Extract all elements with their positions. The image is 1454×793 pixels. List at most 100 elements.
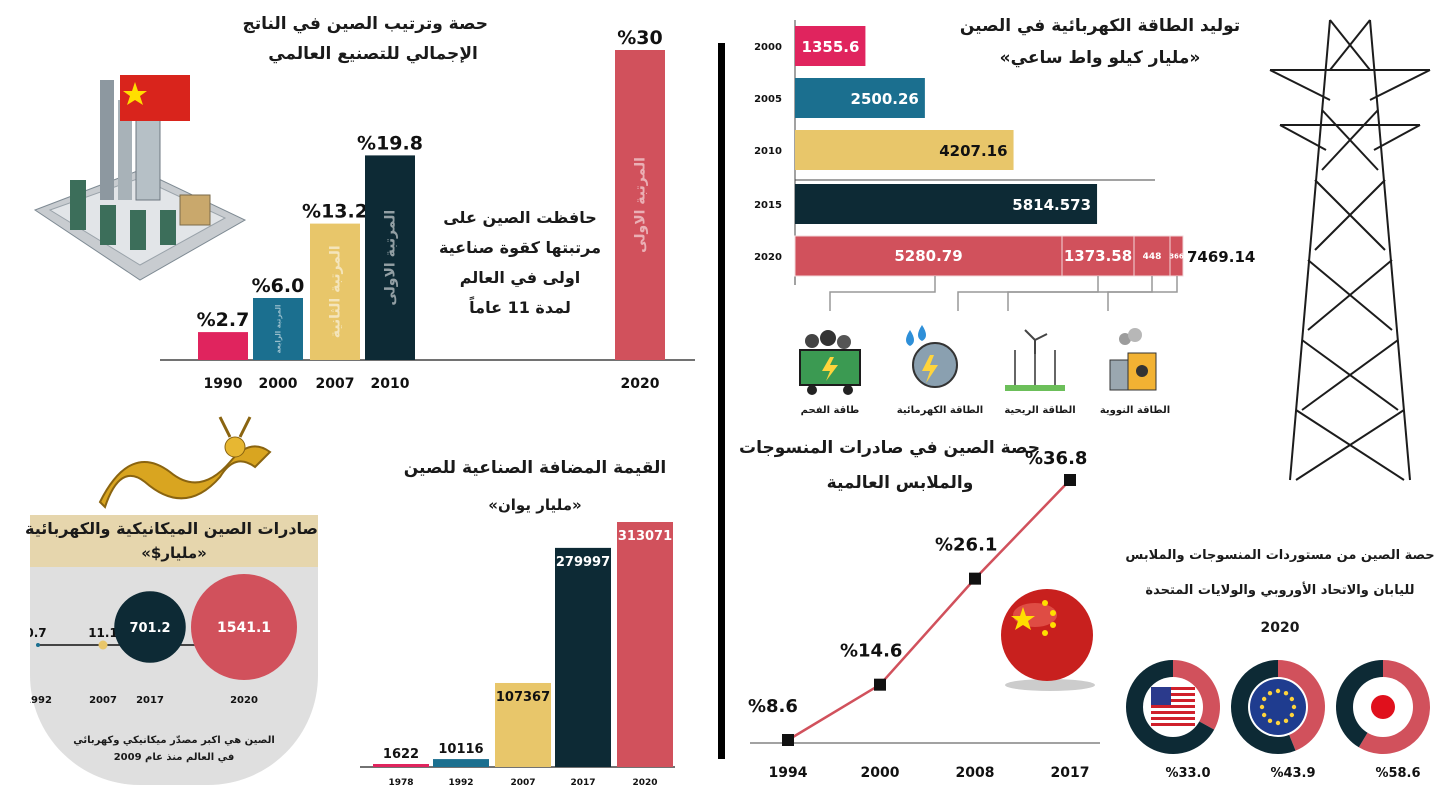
us-flag-stripe [1151,717,1195,720]
value-label: %2.7 [197,309,250,331]
value-added-chart: 1622 1978 10116 1992 107367 2007 279997 2017 313… [360,522,675,788]
eu-star [1289,696,1295,702]
tick-label: 2017 [136,695,164,706]
japan-flag-icon [1371,695,1395,719]
exports-note-line2: في العالم منذ عام 2009 [113,752,235,763]
value-label: 107367 [496,690,550,705]
manufacturing-note: حافظت الصين على مرتبتها كقوة صناعية اولى… [420,203,620,323]
leader-line [829,276,936,311]
tick-label: 1992 [448,778,473,788]
leader-line [1107,276,1178,311]
exports-chart: 0.7 1992 11.1 2007 701.2 2017 1541.1 2020 [30,574,297,706]
hydro-power-icon [906,325,958,388]
bar [253,298,303,360]
eu-star [1267,718,1273,724]
tick-label: 1978 [388,778,413,788]
tick-label: 2010 [754,146,782,157]
segment-label: 5280.79 [894,247,962,265]
data-point [969,572,981,585]
value-label: %30 [617,27,662,49]
source-label-coal: طاقة الفحم [800,405,860,416]
bar [433,759,489,767]
tick-label: 2008 [956,765,995,781]
tick-label: 2005 [754,94,782,105]
us-flag-stripe [1151,705,1195,708]
eu-star [1275,688,1281,694]
source-label-wind: الطاقة الريحية [1004,405,1076,416]
tick-label: 2007 [316,376,355,392]
bar [795,184,1098,224]
bar [310,223,360,360]
china-flag-icon [120,75,190,121]
bar [198,332,248,360]
bar-segment [1061,235,1135,277]
exports-title-line1: صادرات الصين الميكانيكية والكهربائية [24,519,318,538]
tick-label: 2020 [754,252,782,263]
bar [617,522,673,767]
eu-star [1283,690,1289,696]
factory-illustration [33,75,247,281]
value-label: 1622 [383,747,419,762]
eu-star [1261,696,1267,702]
value-label: %36.8 [1025,448,1087,469]
leader-line [957,276,1099,311]
us-flag-stripe [1151,687,1195,690]
eu-star [1259,704,1265,710]
value-label: %13.2 [302,201,368,223]
eu-star [1261,712,1267,718]
tick-label: 2017 [570,778,595,788]
manufacturing-chart: %2.7 1990 %6.0 2000 المرتبة الرابعة %13.2 2007… [160,27,695,392]
note-line: حافظت الصين على [443,208,597,227]
tick-label: 2000 [754,42,782,53]
value-label: 10116 [438,742,483,757]
wind-turbine-icon [1005,329,1065,391]
bubble [114,591,186,663]
value-label: %19.8 [357,132,423,154]
bar [373,764,429,767]
eu-star [1283,718,1289,724]
bar [795,78,925,118]
power-title-line1: توليد الطاقة الكهربائية في الصين [959,16,1241,36]
tick-label: 2020 [632,778,657,788]
value-label: 11.1 [88,626,118,640]
rank-label: المرتبة الاولى [383,210,399,306]
tick-label: 2000 [259,376,298,392]
tick-label: 2015 [754,200,782,211]
value-label: %6.0 [252,275,305,297]
manufacturing-title-line2: الإجمالي للتصنيع العالمي [268,44,478,64]
value-label: 313071 [618,529,672,544]
textiles-title-line1: حصة الصين في صادرات المنسوجات [739,438,1040,458]
eu-star [1275,720,1281,726]
bar [495,682,551,767]
value-label: 5814.573 [1012,196,1091,214]
vertical-divider [718,43,725,759]
leader-line [1007,276,1153,311]
note-line: مرتبتها كقوة صناعية [438,238,602,257]
tick-label: 1994 [769,765,808,781]
exports-note-line1: الصين هي اكبر مصدّر ميكانيكي وكهربائي [73,735,275,746]
series-line [787,479,1071,742]
value-label: %14.6 [840,641,902,662]
bar [795,26,866,66]
tick-label: 1992 [30,695,52,706]
nuclear-plant-icon [1109,328,1157,391]
bar [365,155,415,360]
value-label: 1355.6 [802,38,860,56]
rank-label: المرتبة الرابعة [274,305,282,354]
tick-label: 1990 [204,376,243,392]
exports-title-band [30,515,318,567]
eu-star [1267,690,1273,696]
value-added-title-line1: القيمة المضافة الصناعية للصين [403,458,667,478]
bar [795,130,1014,170]
tick-label: 2007 [89,695,117,706]
value-label: 7469.14 [1187,248,1255,266]
tick-label: 2007 [510,778,535,788]
bubble [36,643,40,647]
value-label: 1541.1 [217,620,271,636]
energy-source-icons [799,325,1157,395]
bar-segment [1133,235,1171,277]
us-flag-stripe [1151,711,1195,714]
power-pylon-illustration [1269,19,1431,481]
tick-label: 2000 [861,765,900,781]
bubble [191,574,297,680]
